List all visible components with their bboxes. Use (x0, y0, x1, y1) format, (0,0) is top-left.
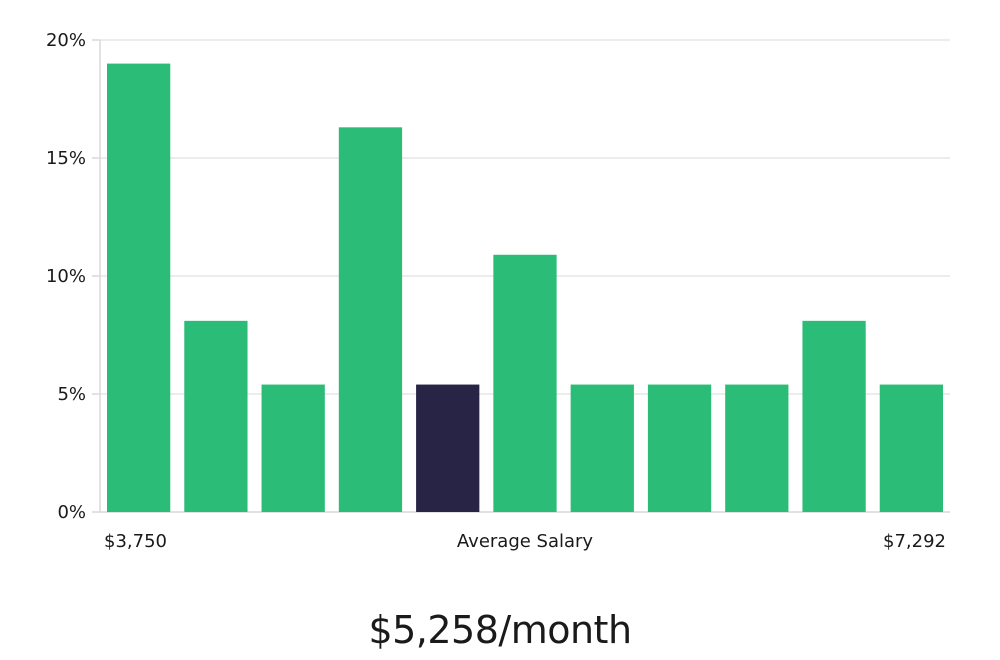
bar (725, 384, 789, 512)
y-tick-label: 20% (46, 30, 86, 51)
y-tick-label: 15% (46, 148, 86, 169)
bars (107, 63, 943, 512)
bar (338, 127, 403, 512)
bar (107, 63, 171, 512)
y-tick-labels: 0% 5% 10% 15% 20% (46, 30, 86, 523)
bar-highlighted (416, 384, 480, 512)
bar (261, 384, 325, 512)
salary-histogram: 0% 5% 10% 15% 20% $3,750 Average Salary $7,2… (46, 30, 950, 552)
average-salary-value: $5,258/month (368, 608, 632, 652)
y-tick-label: 5% (57, 384, 86, 405)
y-tick-label: 10% (46, 266, 86, 287)
bar (184, 320, 248, 512)
y-tick-label: 0% (57, 502, 86, 523)
x-min-label: $3,750 (104, 531, 167, 552)
bar (493, 254, 557, 512)
bar (647, 384, 712, 512)
x-max-label: $7,292 (883, 531, 946, 552)
bar (879, 384, 943, 512)
bar (802, 320, 866, 512)
x-center-label: Average Salary (457, 531, 594, 552)
bar (570, 384, 634, 512)
